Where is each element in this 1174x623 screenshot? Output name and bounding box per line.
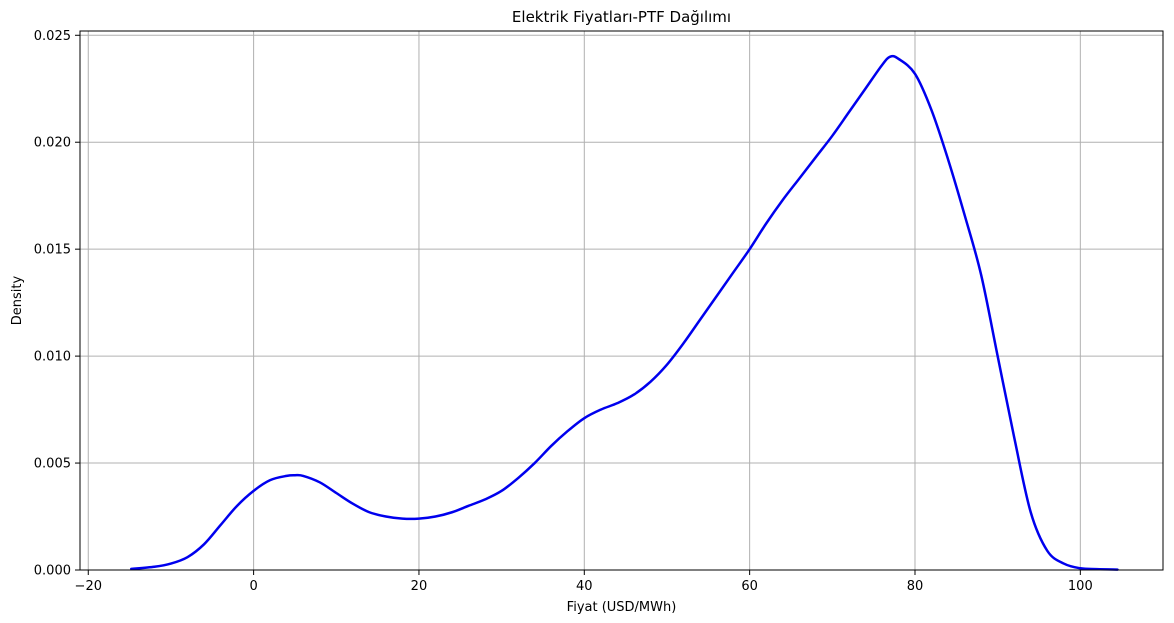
x-axis-label: Fiyat (USD/MWh) (567, 600, 677, 615)
y-tick-label: 0.010 (34, 350, 71, 365)
axis-ticks: −20 0 20 40 60 80 100 0.000 0.005 0.010 0.015 0.020… (34, 29, 1093, 594)
y-tick-label: 0.005 (34, 457, 71, 472)
x-tick-label: −20 (75, 579, 102, 594)
x-tick-label: 80 (907, 579, 924, 594)
grid (80, 31, 1163, 571)
x-tick-label: 40 (576, 579, 593, 594)
series-layer (130, 54, 1119, 571)
x-tick-label: 20 (411, 579, 428, 594)
plot-frame (79, 30, 1164, 571)
y-tick-label: 0.020 (34, 136, 71, 151)
y-tick-label: 0.015 (34, 243, 71, 258)
density-line (130, 54, 1119, 571)
x-tick-label: 100 (1068, 579, 1093, 594)
y-tick-label: 0.000 (34, 564, 71, 579)
x-tick-label: 60 (741, 579, 758, 594)
chart-title: Elektrik Fiyatları-PTF Dağılımı (512, 8, 731, 26)
x-tick-label: 0 (249, 579, 257, 594)
y-axis-label: Density (10, 275, 25, 325)
y-tick-label: 0.025 (34, 29, 71, 44)
